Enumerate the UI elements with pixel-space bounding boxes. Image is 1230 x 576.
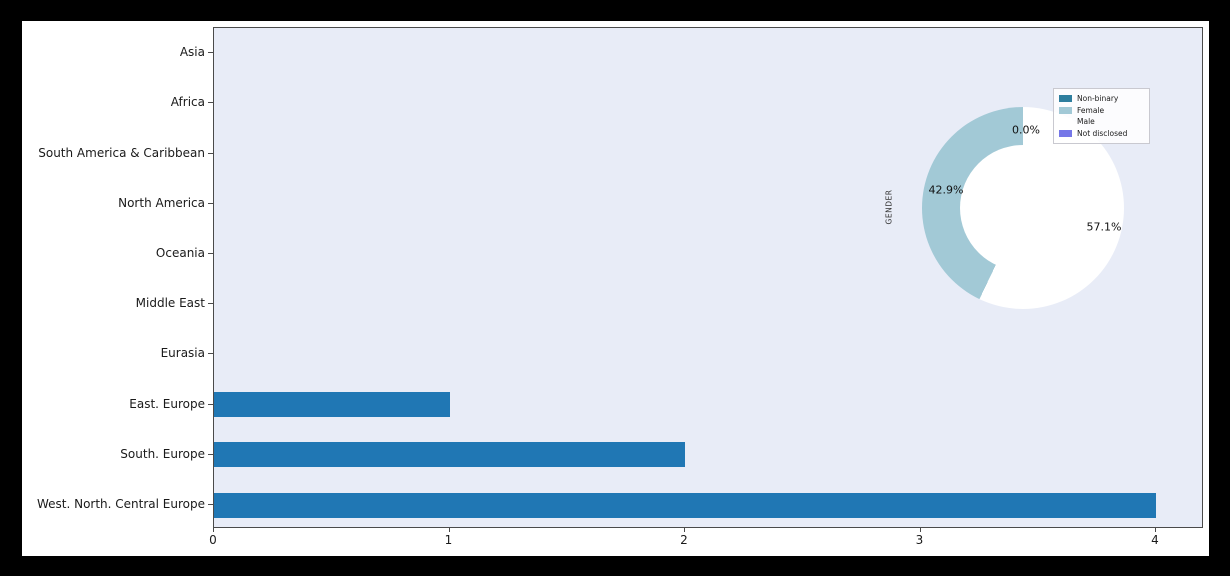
legend-item: Male [1059,116,1144,128]
legend-item: Non-binary [1059,93,1144,105]
pie-pct-label-male: 57.1% [1086,220,1122,234]
y-tick-label: Africa [170,95,205,110]
x-tick-label: 2 [680,533,688,547]
y-tick-mark [208,504,213,506]
x-tick-label: 3 [915,533,924,547]
x-tick-label: 4 [1151,533,1159,547]
legend-swatch [1059,95,1072,103]
x-tick-mark [919,528,921,532]
legend-label: Non-binary [1077,94,1119,104]
y-tick-label: South. Europe [120,446,205,461]
legend-label: Not disclosed [1077,128,1128,138]
x-tick-mark [684,528,685,532]
y-tick-mark [208,303,213,305]
legend-label: Male [1077,117,1095,127]
y-tick-label: South America & Caribbean [38,145,205,160]
legend-item: Female [1059,105,1144,117]
donut-title: GENDER [884,189,894,225]
bar-8 [214,442,685,468]
y-tick-label: Eurasia [160,346,205,361]
y-tick-label: Middle East [135,296,205,311]
y-tick-mark [208,403,213,405]
y-tick-label: North America [118,195,205,210]
legend-swatch [1059,118,1072,126]
bar-9 [214,492,1156,518]
x-tick-mark [1155,528,1156,532]
pie-pct-label-non-binary: 0.0% [1012,123,1040,137]
y-tick-mark [208,152,213,154]
x-tick-mark [448,528,450,532]
y-tick-mark [208,52,213,54]
y-tick-mark [208,202,213,204]
donut-hole [960,145,1086,271]
y-tick-mark [208,353,213,355]
y-tick-mark [208,102,213,104]
y-tick-label: West. North. Central Europe [36,497,205,512]
legend-label: Female [1077,105,1105,115]
y-tick-label: East. Europe [129,396,205,411]
y-tick-label: Oceania [155,245,205,260]
gender-legend: Non-binary Female Male Not disclosed [1053,88,1150,144]
legend-swatch [1059,106,1072,114]
x-tick-mark [213,528,214,532]
matplotlib-figure: Asia Africa South America & Caribbean North… [22,21,1209,556]
bar-7 [214,392,450,418]
legend-item: Not disclosed [1059,128,1144,140]
y-tick-mark [208,453,213,455]
pie-pct-label-female: 42.9% [928,183,964,197]
y-tick-label: Asia [179,45,205,60]
y-tick-mark [208,252,213,254]
legend-swatch [1059,129,1072,137]
x-tick-label: 1 [444,533,453,547]
x-tick-label: 0 [209,533,217,547]
